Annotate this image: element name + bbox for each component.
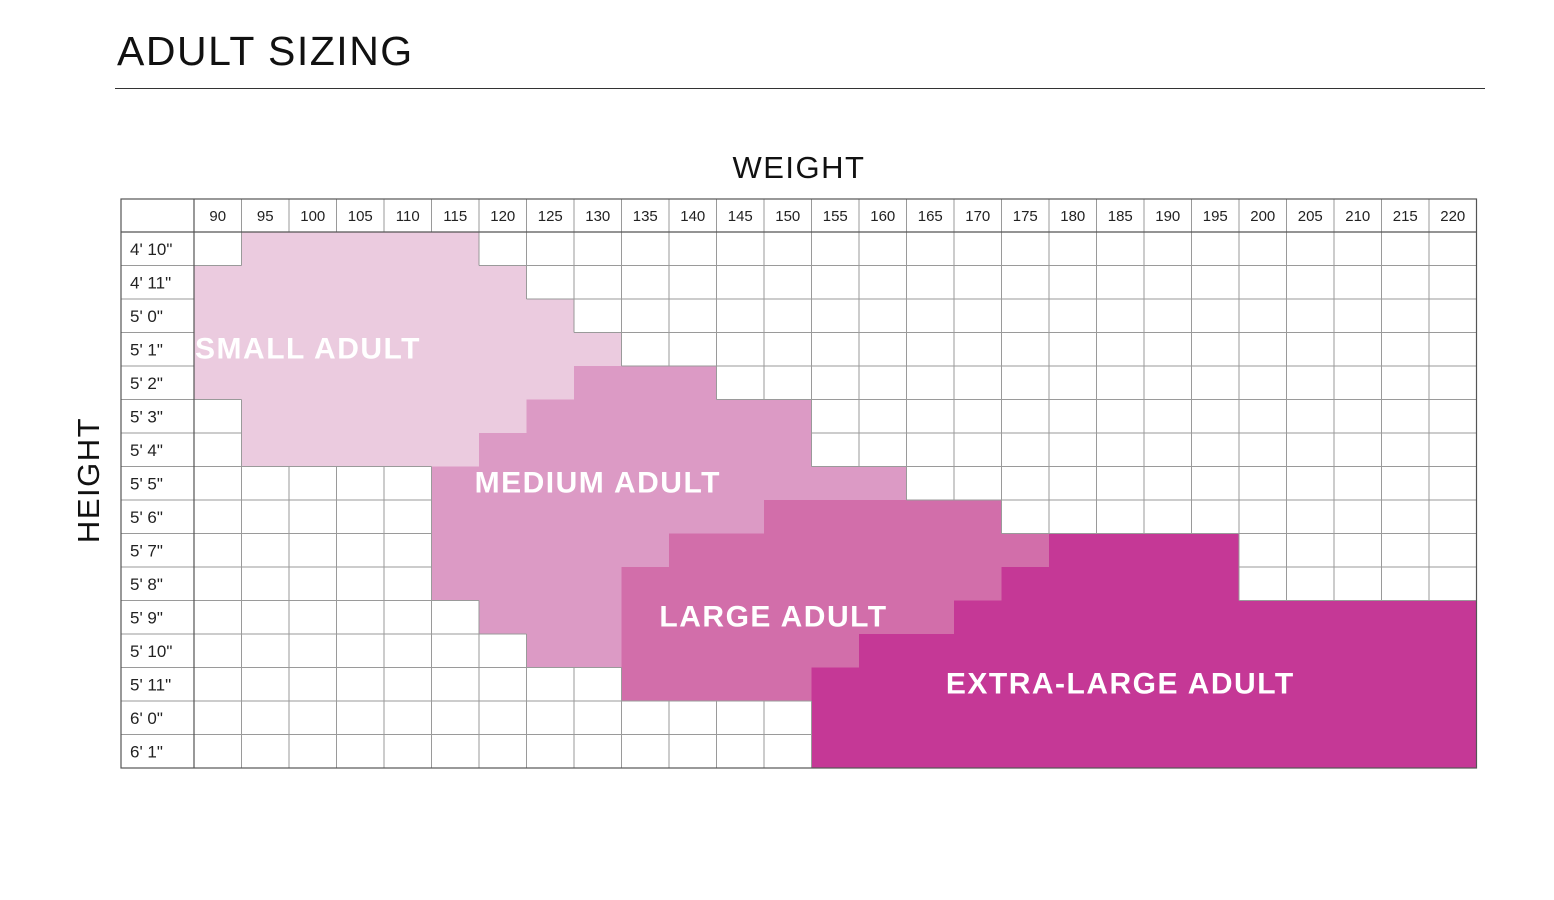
height-tick-label: 4' 11" — [130, 274, 171, 293]
large-adult-region-row — [621, 600, 954, 634]
medium-adult-region-row — [479, 433, 812, 467]
weight-tick-label: 140 — [680, 208, 705, 225]
extra-large-adult-region-row — [1001, 567, 1239, 601]
weight-tick-label: 205 — [1298, 208, 1323, 225]
small-adult-region-row — [194, 299, 574, 333]
extra-large-adult-region-row — [811, 667, 1477, 701]
weight-tick-label: 165 — [918, 208, 943, 225]
weight-tick-label: 210 — [1345, 208, 1370, 225]
weight-tick-label: 110 — [396, 208, 420, 225]
extra-large-adult-region-row — [859, 634, 1477, 668]
height-tick-label: 5' 8" — [130, 575, 163, 594]
small-adult-region-row — [194, 332, 622, 366]
weight-tick-label: 170 — [965, 208, 990, 225]
weight-tick-label: 180 — [1060, 208, 1085, 225]
height-tick-label: 6' 1" — [130, 743, 163, 762]
small-adult-region-row — [194, 366, 574, 400]
weight-tick-label: 215 — [1393, 208, 1418, 225]
medium-adult-region-row — [526, 634, 622, 668]
weight-tick-label: 155 — [823, 208, 848, 225]
medium-adult-region-row — [431, 500, 764, 534]
small-adult-region-row — [194, 265, 527, 299]
height-tick-label: 5' 1" — [130, 341, 163, 360]
chart-labels: 90 95 100 105 110 115 120 125 130 135 140 145 150 155… — [130, 208, 1465, 762]
size-regions — [194, 232, 1477, 768]
weight-tick-label: 130 — [585, 208, 610, 225]
weight-tick-label: 125 — [538, 208, 563, 225]
height-tick-label: 5' 5" — [130, 475, 163, 494]
small-adult-region-row — [241, 399, 527, 433]
extra-large-adult-region-row — [811, 734, 1477, 768]
medium-adult-region-row — [431, 533, 669, 567]
height-tick-label: 5' 2" — [130, 374, 163, 393]
page-title: ADULT SIZING — [117, 28, 414, 74]
large-adult-region-row — [764, 500, 1002, 534]
height-tick-label: 5' 7" — [130, 542, 163, 561]
weight-tick-label: 90 — [209, 208, 226, 225]
extra-large-adult-region-row — [811, 701, 1477, 735]
large-adult-region-row — [621, 634, 859, 668]
large-adult-region-row — [669, 533, 1049, 567]
weight-tick-label: 195 — [1203, 208, 1228, 225]
medium-adult-region-row — [526, 399, 812, 433]
weight-tick-label: 145 — [728, 208, 753, 225]
height-tick-label: 5' 4" — [130, 441, 163, 460]
medium-adult-region-row — [431, 466, 907, 500]
chart-border — [120, 198, 1478, 769]
weight-tick-label: 190 — [1155, 208, 1180, 225]
height-tick-label: 5' 11" — [130, 676, 171, 695]
y-axis-title: HEIGHT — [71, 417, 106, 543]
height-tick-label: 6' 0" — [130, 709, 163, 728]
size-label: EXTRA-LARGE ADULT — [946, 668, 1295, 701]
height-tick-label: 5' 10" — [130, 642, 172, 661]
extra-large-adult-region-row — [954, 600, 1477, 634]
medium-adult-region-row — [431, 567, 622, 601]
size-label: MEDIUM ADULT — [475, 467, 721, 500]
weight-tick-label: 200 — [1250, 208, 1275, 225]
x-axis-title: WEIGHT — [733, 150, 866, 185]
extra-large-adult-region-row — [1049, 533, 1239, 567]
large-adult-region-row — [621, 667, 812, 701]
weight-tick-label: 95 — [257, 208, 274, 225]
weight-tick-label: 220 — [1440, 208, 1465, 225]
height-tick-label: 4' 10" — [130, 240, 172, 259]
weight-tick-label: 175 — [1013, 208, 1038, 225]
weight-tick-label: 100 — [300, 208, 325, 225]
height-tick-label: 5' 9" — [130, 609, 163, 628]
medium-adult-region-row — [574, 366, 717, 400]
size-label: SMALL ADULT — [195, 333, 421, 366]
weight-tick-label: 160 — [870, 208, 895, 225]
height-tick-label: 5' 0" — [130, 307, 163, 326]
weight-tick-label: 185 — [1108, 208, 1133, 225]
height-tick-label: 5' 3" — [130, 408, 163, 427]
small-adult-region-row — [241, 232, 479, 266]
weight-tick-label: 135 — [633, 208, 658, 225]
chart-grid — [120, 198, 1478, 769]
weight-tick-label: 150 — [775, 208, 800, 225]
small-adult-region-row — [241, 433, 479, 467]
title-divider — [115, 88, 1485, 89]
weight-tick-label: 120 — [490, 208, 515, 225]
medium-adult-region-row — [479, 600, 622, 634]
large-adult-region-row — [621, 567, 1002, 601]
weight-tick-label: 105 — [348, 208, 373, 225]
height-tick-label: 5' 6" — [130, 508, 163, 527]
size-label: LARGE ADULT — [659, 601, 887, 634]
weight-tick-label: 115 — [443, 208, 467, 225]
